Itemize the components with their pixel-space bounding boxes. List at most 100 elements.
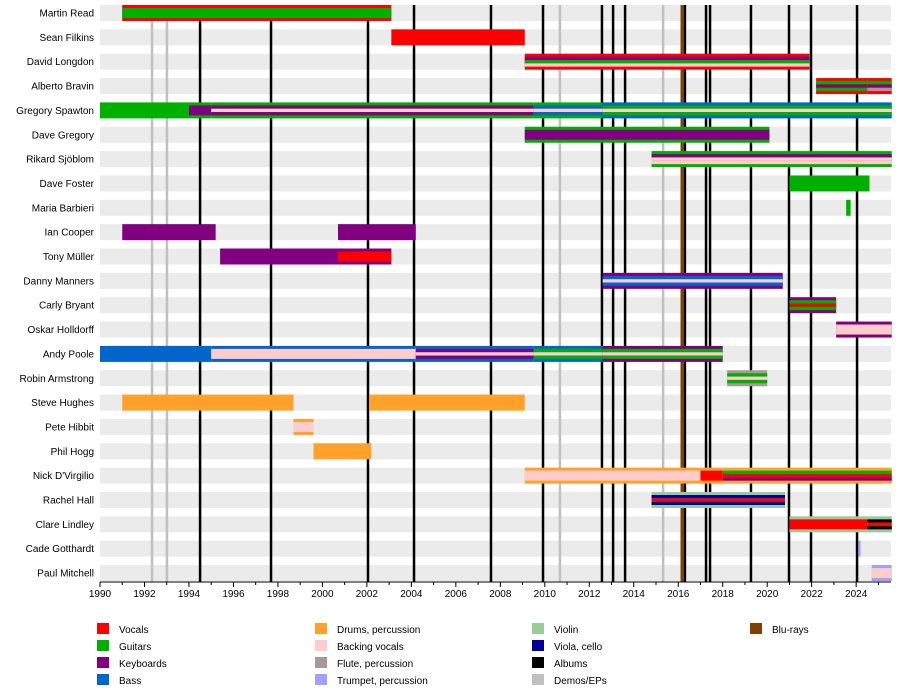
role-stripe-guitars	[524, 60, 810, 64]
role-band-guitars	[789, 175, 870, 192]
legend: Vocals Guitars Keyboards Bass Drums, percuss…	[97, 623, 809, 687]
member-bar-segment	[122, 224, 216, 241]
member-bar-segment	[789, 516, 868, 533]
legend-item: Albums	[532, 657, 587, 670]
member-bar-segment	[211, 345, 416, 362]
member-name: Sean Filkins	[40, 33, 94, 44]
legend-label: Backing vocals	[337, 642, 404, 653]
legend-item: Violin	[532, 623, 578, 636]
row-band	[100, 540, 891, 557]
x-tick-label: 2002	[356, 589, 379, 600]
x-tick-label: 2016	[667, 589, 690, 600]
role-stripe-backing-vocals	[602, 279, 783, 283]
row-band	[100, 199, 891, 216]
role-stripe-keyboards	[211, 105, 534, 109]
x-tick-label: 1998	[267, 589, 290, 600]
x-tick-label: 2020	[756, 589, 779, 600]
role-stripe-backing-vocals	[836, 324, 892, 335]
role-stripe-vocals	[789, 519, 868, 530]
member-bar-segment	[871, 565, 892, 582]
member-bar-segment	[846, 199, 851, 216]
role-stripe-keyboards	[415, 348, 534, 353]
role-band-drums	[369, 394, 525, 411]
role-stripe-vocals	[867, 522, 892, 527]
role-stripe-keyboards	[188, 105, 212, 116]
member-bar-segment	[337, 224, 416, 241]
legend-label: Vocals	[119, 625, 148, 636]
role-band-vocals	[391, 29, 525, 46]
member-name: Clare Lindley	[36, 520, 94, 531]
role-stripe-guitars	[533, 355, 603, 359]
x-axis: 1990 1992 1994 1996 1998 2000 2002 2004 2006 2008…	[89, 581, 891, 600]
role-stripe-albums	[867, 526, 892, 530]
legend-label: Drums, percussion	[337, 625, 420, 636]
role-band-keyboards	[122, 224, 216, 241]
legend-swatch	[532, 674, 544, 685]
role-stripe-guitars	[727, 379, 768, 384]
role-stripe-guitars	[727, 373, 768, 377]
role-stripe-backing-vocals	[524, 63, 810, 67]
member-name: Rachel Hall	[43, 496, 94, 507]
member-name: Oskar Holldorff	[27, 325, 94, 336]
role-stripe-backing-vocals	[651, 160, 892, 165]
member-bar-segment	[415, 345, 534, 362]
x-tick-label: 2004	[400, 589, 423, 600]
member-bar-segment	[602, 272, 783, 289]
legend-label: Guitars	[119, 642, 151, 653]
role-stripe-backing-vocals	[602, 108, 892, 113]
role-stripe-guitars	[867, 81, 892, 85]
role-stripe-albums	[867, 519, 892, 523]
legend-swatch	[532, 640, 544, 651]
role-band-guitars	[846, 199, 851, 216]
legend-item: Trumpet, percussion	[315, 674, 428, 687]
member-bar-segment	[700, 467, 723, 484]
member-bar-segment	[337, 248, 392, 265]
role-stripe-guitars	[602, 105, 892, 109]
member-name: Steve Hughes	[31, 398, 94, 409]
legend-item: Backing vocals	[315, 640, 404, 653]
legend-label: Demos/EPs	[554, 676, 607, 687]
row-band	[100, 78, 891, 95]
role-stripe-bass	[533, 112, 603, 116]
role-stripe-vocals	[700, 470, 723, 481]
row-band	[100, 516, 891, 533]
role-stripe-backing-vocals	[293, 421, 314, 432]
legend-swatch	[315, 674, 327, 685]
role-band-keyboards	[337, 224, 416, 241]
member-bar-segment	[789, 175, 870, 192]
x-tick-label: 2010	[534, 589, 557, 600]
legend-label: Viola, cello	[554, 642, 603, 653]
member-name: Carly Bryant	[39, 301, 94, 312]
member-bar-segment	[100, 102, 189, 119]
row-band	[100, 418, 891, 435]
role-stripe-vocals	[651, 498, 785, 502]
role-stripe-guitars	[789, 300, 837, 304]
member-name: David Longdon	[27, 57, 94, 68]
role-stripe-bass	[602, 282, 783, 286]
member-bar-segment	[100, 345, 212, 362]
x-tick-label: 2014	[623, 589, 646, 600]
role-stripe-backing-vocals	[651, 157, 892, 161]
x-tick-label: 2022	[801, 589, 824, 600]
role-band-guitars	[100, 102, 189, 119]
role-stripe-flute	[867, 87, 892, 92]
legend-swatch	[315, 657, 327, 668]
member-name: Danny Manners	[23, 276, 94, 287]
role-stripe-guitars	[602, 348, 723, 353]
role-stripe-backing-vocals	[415, 352, 534, 356]
member-bar-segment	[533, 345, 603, 362]
member-bar-segment	[651, 492, 785, 508]
member-bar-segment	[858, 540, 861, 557]
legend-label: Trumpet, percussion	[337, 676, 428, 687]
role-band-keyboards	[220, 248, 338, 265]
member-name: Alberto Bravin	[31, 82, 94, 93]
legend-swatch	[532, 623, 544, 634]
member-bar-segment	[369, 394, 525, 411]
member-name: Dave Foster	[40, 179, 95, 190]
member-name: Tony Müller	[43, 252, 95, 263]
role-stripe-keyboards	[722, 477, 892, 481]
role-stripe-guitars	[816, 87, 868, 92]
x-tick-label: 1992	[133, 589, 156, 600]
legend-item: Demos/EPs	[532, 674, 607, 687]
